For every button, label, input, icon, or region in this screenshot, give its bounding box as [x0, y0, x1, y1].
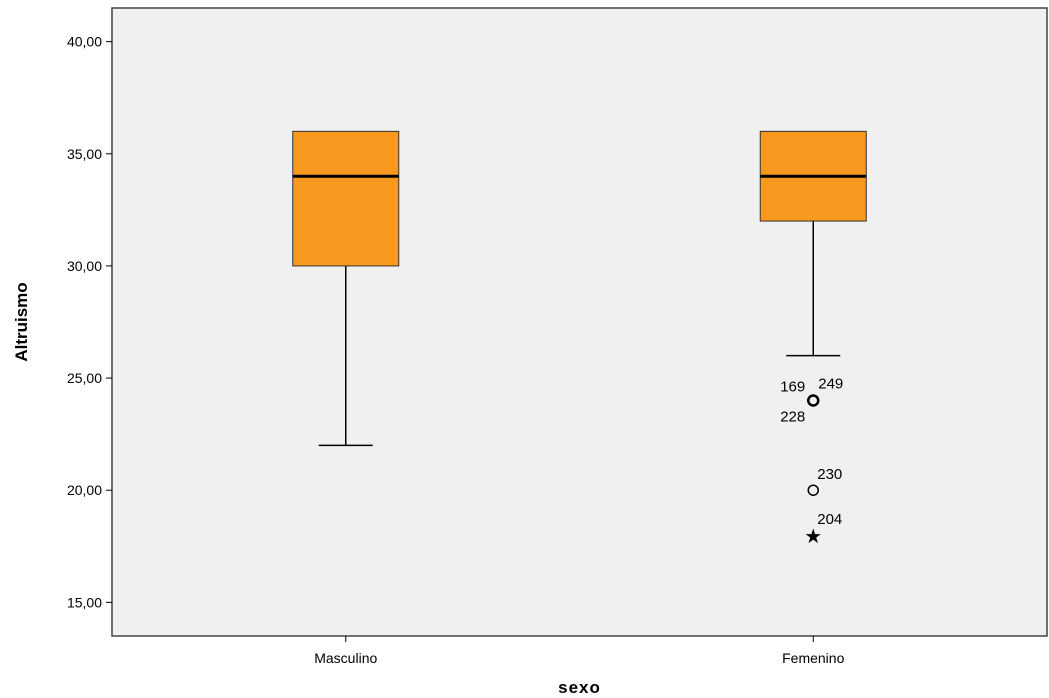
boxes: 169 249 228 230 ★204: [292, 130, 867, 548]
box-iqr: [292, 130, 400, 267]
plot-area: [111, 7, 1048, 637]
x-axis: Masculino Femenino: [314, 636, 845, 666]
y-axis: 15,00 20,00 25,00 30,00 35,00 40,00: [67, 34, 112, 610]
x-tick-label: Femenino: [782, 650, 844, 666]
y-tick-label: 20,00: [67, 482, 102, 498]
box-femenino: 169 249 228 230 ★204: [759, 130, 867, 548]
y-tick-label: 30,00: [67, 258, 102, 274]
y-tick-label: 15,00: [67, 594, 102, 610]
outlier-label: 230: [817, 466, 842, 483]
x-tick-label: Masculino: [314, 650, 377, 666]
outlier-label: 169: [780, 379, 805, 396]
y-tick-label: 35,00: [67, 146, 102, 162]
outlier-circle: [807, 394, 820, 407]
y-axis-title: Altruismo: [12, 282, 31, 361]
y-tick-label: 25,00: [67, 370, 102, 386]
outlier-star: ★: [804, 524, 822, 548]
outlier-label: 249: [818, 376, 843, 393]
outlier-label: 204: [817, 511, 842, 528]
outlier-circle: [807, 484, 819, 496]
box-masculino: [292, 130, 400, 447]
x-axis-title: sexo: [558, 678, 601, 697]
y-tick-label: 40,00: [67, 34, 102, 50]
outlier-label: 228: [780, 409, 805, 426]
